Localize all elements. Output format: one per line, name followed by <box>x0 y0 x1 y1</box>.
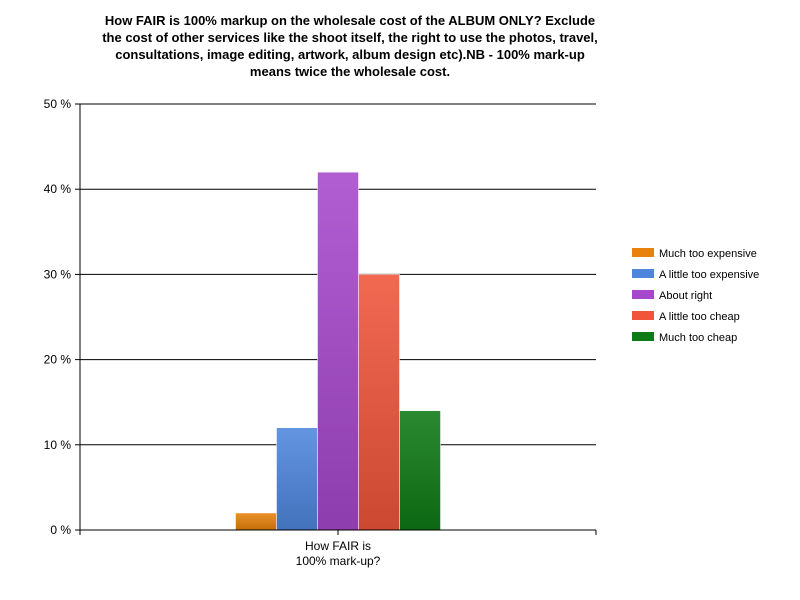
legend-swatch <box>632 311 654 320</box>
legend-label: A little too expensive <box>659 269 759 281</box>
bar-much-too-expensive <box>235 512 277 531</box>
y-tick-label: 40 % <box>44 182 72 196</box>
legend-label: About right <box>659 290 712 302</box>
legend-swatch <box>632 332 654 341</box>
x-category-label: How FAIR is 100% mark-up? <box>296 539 381 568</box>
legend-label: Much too cheap <box>659 332 737 344</box>
bar-a-little-too-expensive <box>276 427 318 531</box>
y-tick-label: 50 % <box>44 97 72 111</box>
chart-title: How FAIR is 100% markup on the wholesale… <box>102 13 598 79</box>
bar-much-too-cheap <box>399 410 441 531</box>
axes: 0 % 10 % 20 % 30 % 40 % 50 % How FAIR is 100% m… <box>44 97 597 568</box>
y-tick-label: 10 % <box>44 438 72 452</box>
y-tick-label: 20 % <box>44 353 72 367</box>
legend-swatch <box>632 248 654 257</box>
legend-label: Much too expensive <box>659 248 757 260</box>
bars <box>235 171 441 531</box>
y-tick-label: 0 % <box>50 523 71 537</box>
legend-swatch <box>632 290 654 299</box>
bar-about-right <box>317 171 359 531</box>
legend-swatch <box>632 269 654 278</box>
legend: Much too expensive A little too expensive… <box>632 248 759 344</box>
legend-label: A little too cheap <box>659 311 740 323</box>
y-tick-label: 30 % <box>44 267 72 281</box>
bar-a-little-too-cheap <box>358 274 400 531</box>
